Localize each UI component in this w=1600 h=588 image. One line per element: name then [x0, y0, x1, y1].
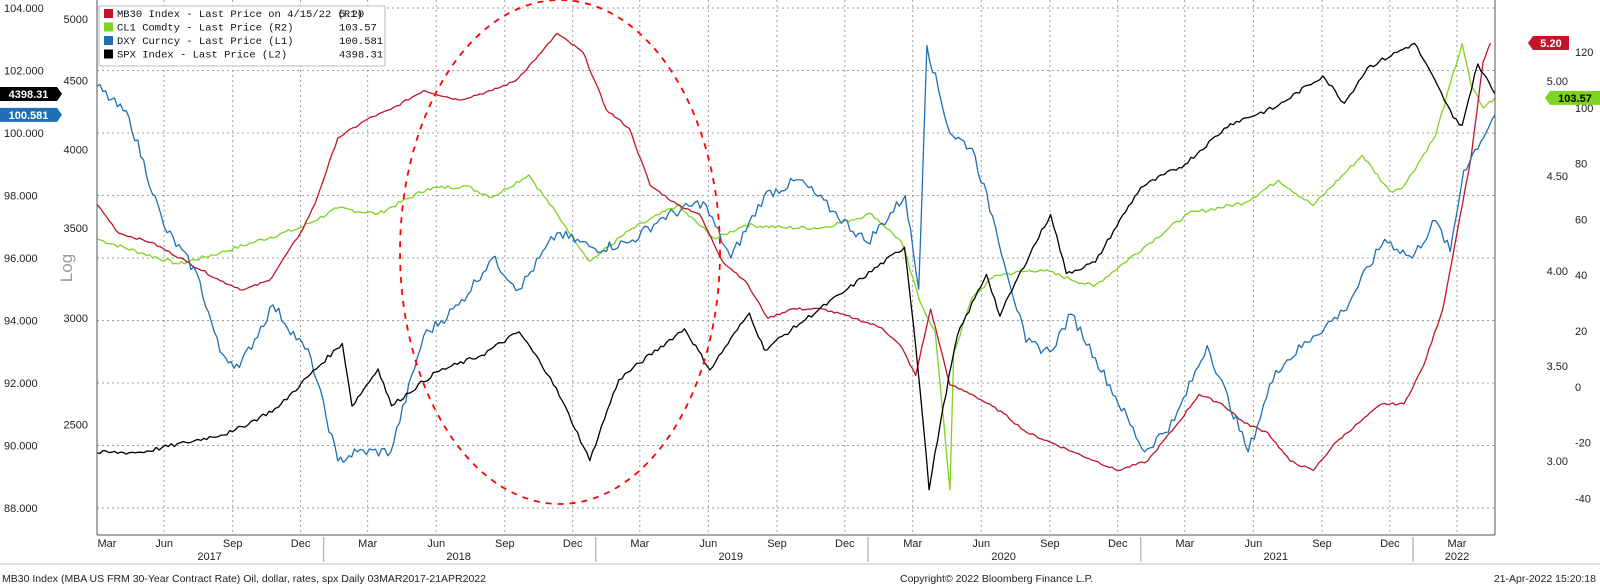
y-tick-label-L2: 2500: [64, 420, 88, 432]
y-tick-label-L1: 96.000: [4, 253, 38, 265]
x-month-tick-label: Jun: [972, 538, 990, 550]
y-tick-label-L1: 100.000: [4, 128, 44, 140]
x-month-tick-label: Mar: [1447, 538, 1466, 550]
legend-label: CL1 Comdty - Last Price (R2): [117, 23, 293, 35]
y-tick-label-L2: 5000: [64, 14, 88, 26]
x-month-tick-label: Mar: [630, 538, 649, 550]
y-tick-label-L1: 98.000: [4, 191, 38, 203]
series-line-spx-index: [96, 42, 1496, 491]
legend-swatch: [104, 22, 113, 32]
y-tick-label-R2: 0: [1575, 382, 1581, 394]
value-tag-label: 100.581: [9, 110, 49, 122]
x-month-tick-label: Mar: [903, 538, 922, 550]
axis-layer: Mar Jun Sep Dec Mar Jun Sep Dec Mar Jun Sep Dec Mar J…: [4, 0, 1593, 563]
legend-box: [98, 5, 386, 67]
dashed-ellipse-annotation: [399, 0, 721, 505]
y-tick-label-L1: 102.000: [4, 66, 44, 78]
x-month-tick-label: Sep: [767, 538, 787, 550]
y-tick-label-L1: 104.000: [4, 3, 44, 15]
x-month-tick-label: Jun: [1245, 538, 1263, 550]
x-month-tick-label: Jun: [155, 538, 173, 550]
x-year-tick-label: 2019: [719, 551, 743, 563]
x-month-tick-label: Dec: [1108, 538, 1128, 550]
y-tick-label-R1: 4.00: [1547, 266, 1568, 278]
y-axis-label-L2: Log: [57, 254, 76, 282]
legend-swatch: [104, 49, 113, 59]
y-tick-label-R1: 3.00: [1547, 456, 1568, 468]
y-tick-label-R2: 80: [1575, 159, 1587, 171]
x-month-tick-label: Sep: [223, 538, 243, 550]
value-tag-label: 4398.31: [9, 89, 49, 101]
x-month-tick-label: Dec: [563, 538, 583, 550]
legend-label: DXY Curncy - Last Price (L1): [117, 36, 293, 48]
value-tag: [1545, 90, 1600, 105]
legend-value: 5.20: [339, 9, 364, 21]
y-tick-label-R2: 40: [1575, 270, 1587, 282]
x-year-tick-label: 2018: [446, 551, 470, 563]
x-month-tick-label: Jun: [700, 538, 718, 550]
x-year-tick-label: 2021: [1264, 551, 1288, 563]
value-tag: [1528, 36, 1569, 50]
legend: MB30 Index - Last Price on 4/15/22 (R1)5…: [98, 5, 386, 67]
legend-label: SPX Index - Last Price (L2): [117, 50, 287, 62]
series-layer: [96, 32, 1496, 491]
y-tick-label-R1: 5.00: [1547, 76, 1568, 88]
x-month-tick-label: Mar: [98, 538, 117, 550]
footer: MB30 Index (MBA US FRM 30-Year Contract …: [0, 563, 1600, 585]
x-year-tick-label: 2022: [1445, 551, 1469, 563]
annotation-layer: [399, 0, 721, 505]
series-line-mb30-index: [96, 32, 1492, 472]
y-tick-label-R1: 3.50: [1547, 361, 1568, 373]
footer-description: MB30 Index (MBA US FRM 30-Year Contract …: [2, 573, 486, 585]
x-year-tick-label: 2017: [197, 551, 221, 563]
x-month-tick-label: Dec: [835, 538, 855, 550]
y-tick-label-R2: 60: [1575, 214, 1587, 226]
y-tick-label-L1: 94.000: [4, 316, 38, 328]
legend-value: 100.581: [339, 36, 383, 48]
y-tick-label-L1: 90.000: [4, 441, 38, 453]
y-tick-label-L1: 92.000: [4, 378, 38, 390]
value-tag: [0, 107, 62, 122]
x-month-tick-label: Sep: [1040, 538, 1060, 550]
value-tag-label: 5.20: [1540, 38, 1561, 50]
y-tick-label-R1: 4.50: [1547, 171, 1568, 183]
series-line-dxy-curncy: [96, 44, 1496, 463]
y-tick-label-R2: -20: [1575, 438, 1591, 450]
legend-label: MB30 Index - Last Price on 4/15/22 (R1): [117, 9, 363, 21]
footer-copyright: Copyright© 2022 Bloomberg Finance L.P.: [900, 573, 1093, 585]
y-tick-label-L2: 4000: [64, 145, 88, 157]
x-month-tick-label: Mar: [1175, 538, 1194, 550]
series-line-cl1-comdty: [96, 42, 1496, 491]
value-tags: 5.20 103.57 100.581 4398.31: [0, 36, 1600, 122]
x-year-tick-label: 2020: [991, 551, 1015, 563]
x-month-tick-label: Dec: [1380, 538, 1400, 550]
y-tick-label-R2: 120: [1575, 47, 1593, 59]
legend-value: 4398.31: [339, 50, 383, 62]
x-month-tick-label: Jun: [427, 538, 445, 550]
y-tick-label-L1: 88.000: [4, 503, 38, 515]
y-tick-label-R2: 20: [1575, 326, 1587, 338]
y-tick-label-R2: 100: [1575, 103, 1593, 115]
legend-value: 103.57: [339, 23, 377, 35]
y-tick-label-L2: 3000: [64, 313, 88, 325]
x-month-tick-label: Sep: [495, 538, 515, 550]
legend-swatch: [104, 36, 113, 45]
legend-swatch: [104, 9, 113, 18]
value-tag-label: 103.57: [1558, 93, 1592, 105]
grid: [97, 0, 1495, 535]
footer-timestamp: 21-Apr-2022 15:20:18: [1494, 573, 1596, 585]
value-tag: [0, 87, 62, 102]
x-month-tick-label: Dec: [291, 538, 311, 550]
y-tick-label-R2: -40: [1575, 493, 1591, 505]
x-month-tick-label: Sep: [1312, 538, 1332, 550]
y-tick-label-L2: 4500: [64, 76, 88, 88]
y-tick-label-L2: 3500: [64, 223, 88, 235]
x-month-tick-label: Mar: [358, 538, 377, 550]
